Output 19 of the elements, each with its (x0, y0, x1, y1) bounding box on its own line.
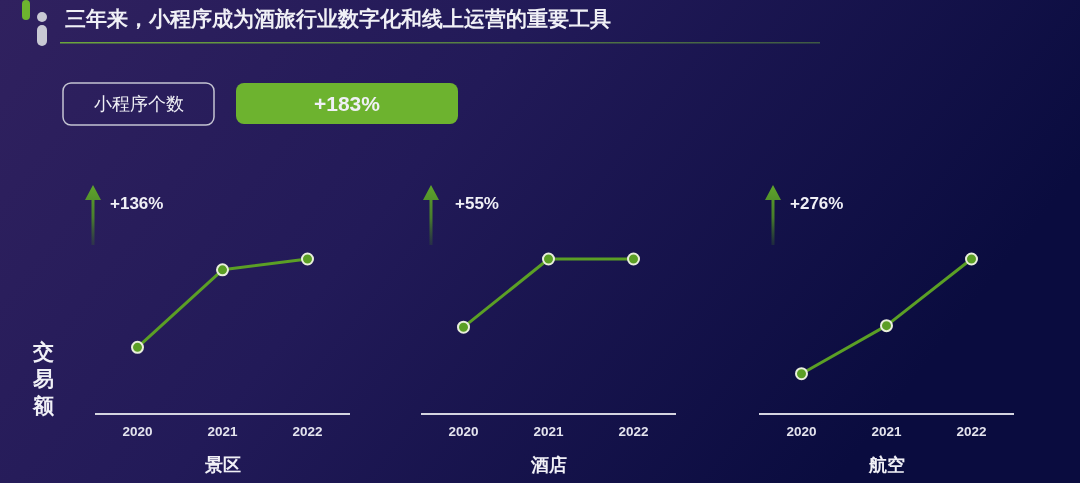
text: 三年来，小程序成为酒旅行业数字化和线上运营的重要工具 (65, 7, 611, 30)
x-tick-label: 2022 (956, 424, 987, 439)
y-axis-title: 交易额 (31, 340, 55, 417)
x-tick-label: 2020 (448, 424, 479, 439)
x-tick-label: 2021 (871, 424, 902, 439)
x-tick-label: 2021 (207, 424, 238, 439)
x-tick-label: 2021 (533, 424, 564, 439)
text: +183% (314, 92, 381, 116)
text: +136% (110, 194, 164, 213)
text: 小程序个数 (93, 94, 184, 115)
x-axis-title: 景区 (203, 455, 241, 475)
x-tick-label: 2022 (292, 424, 323, 439)
x-tick-label: 2020 (786, 424, 817, 439)
x-axis-title: 航空 (867, 455, 905, 475)
x-axis-title: 酒店 (529, 455, 567, 475)
x-tick-label: 2020 (122, 424, 153, 439)
x-tick-label: 2022 (618, 424, 649, 439)
text: +55% (455, 194, 499, 213)
text: +276% (790, 194, 844, 213)
